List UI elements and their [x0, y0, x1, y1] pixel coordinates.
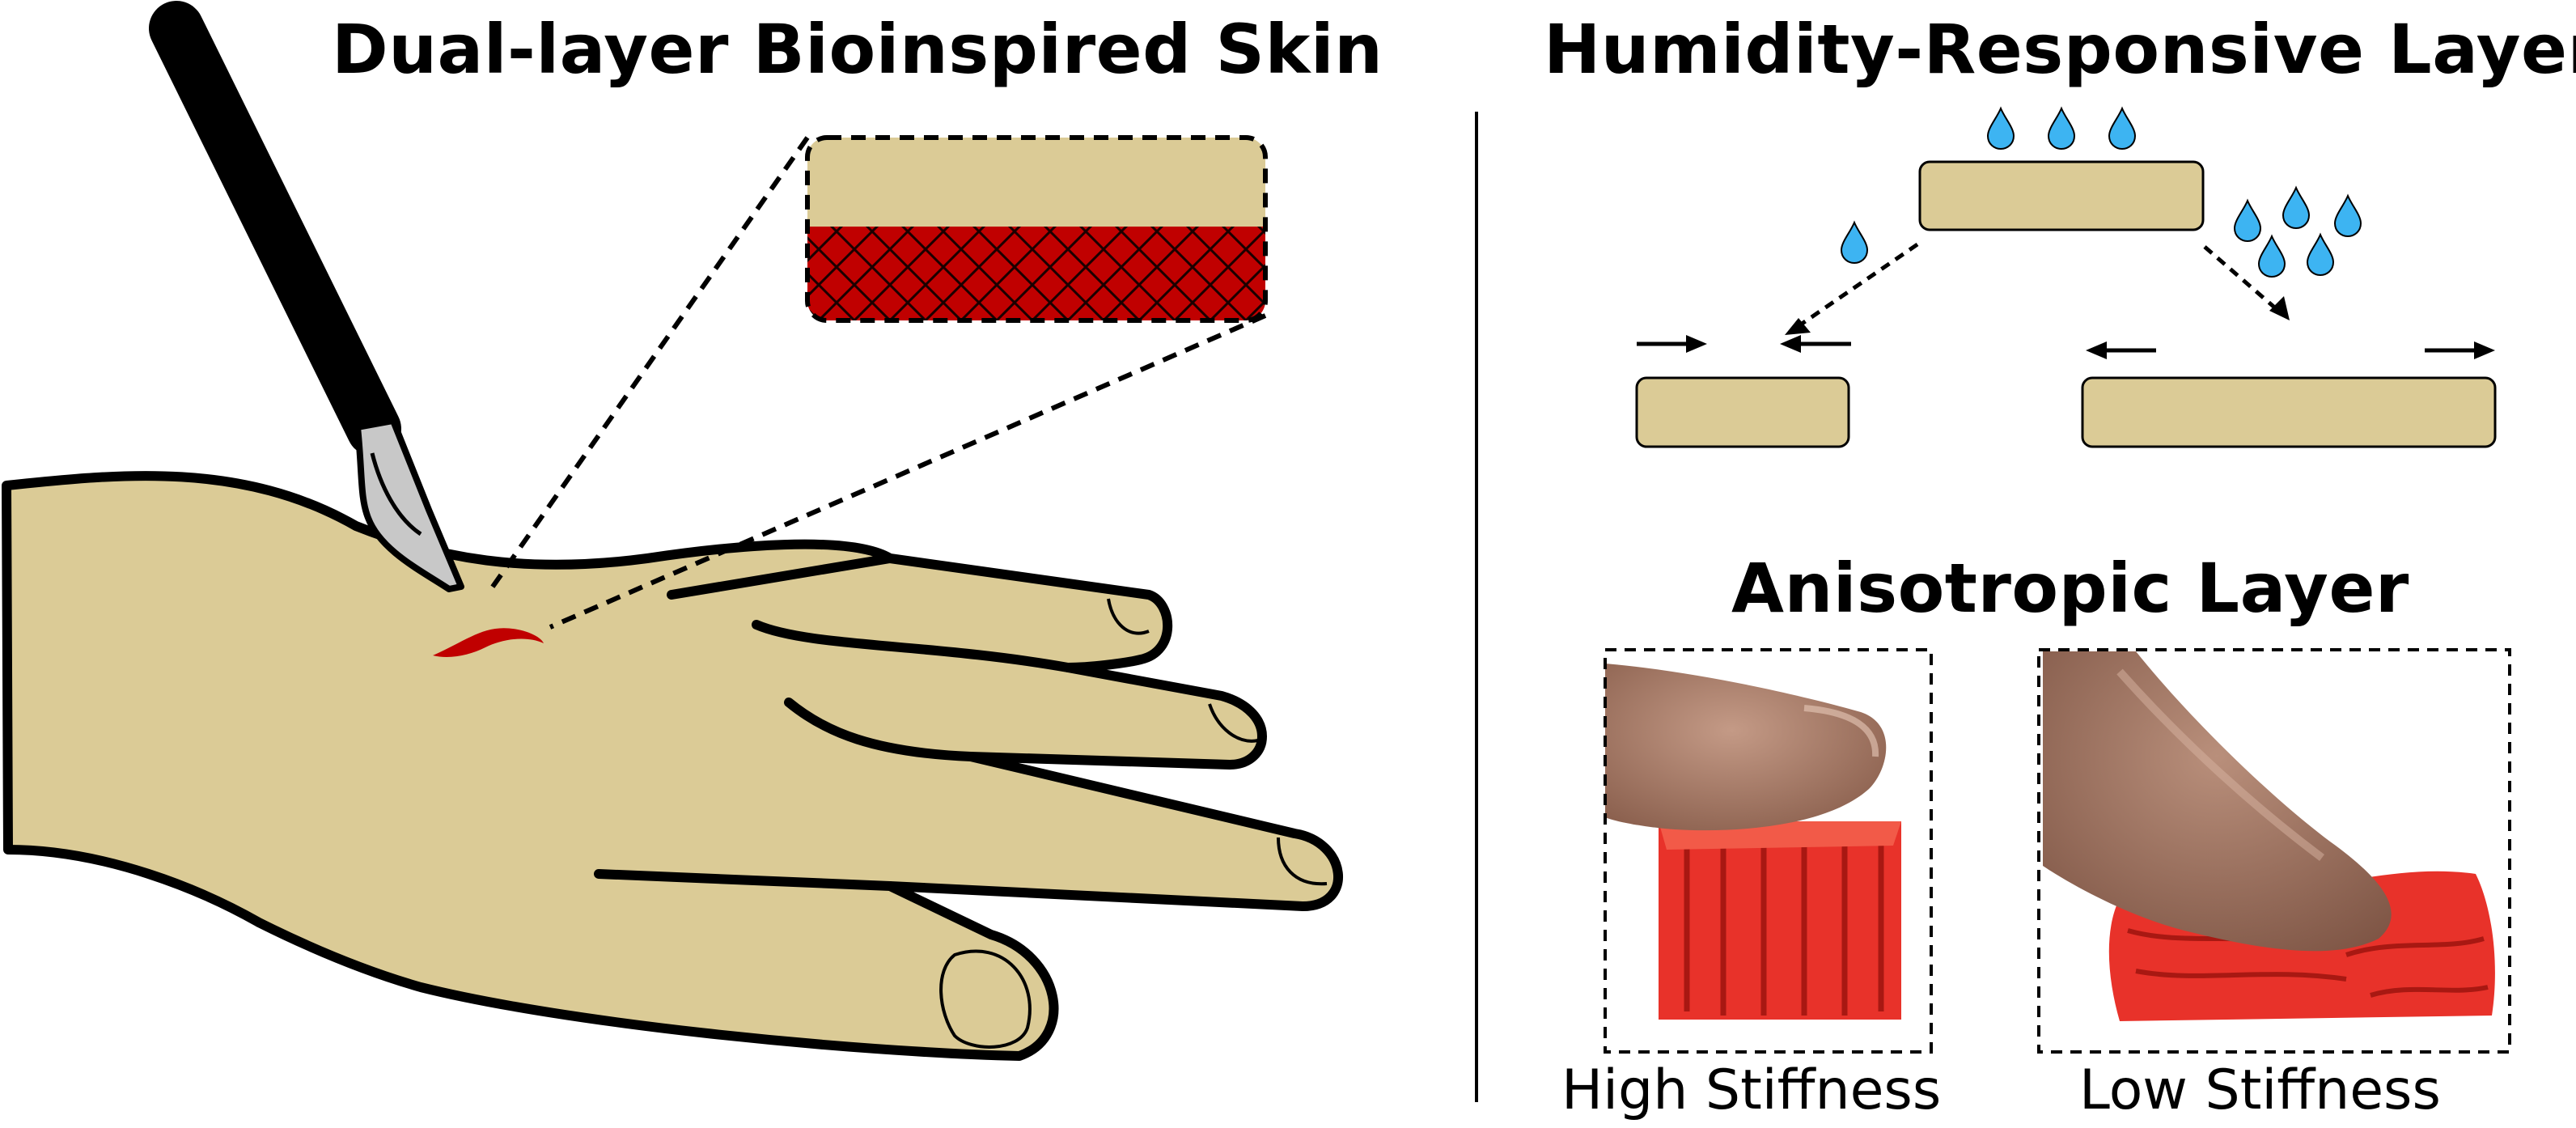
- strip-shrunk: [1635, 376, 1850, 448]
- wound: [433, 628, 544, 657]
- finger-crease-2: [752, 620, 1073, 672]
- printed-block-upright: [1659, 821, 1901, 1020]
- shrink-arrows-icon: [1637, 335, 1851, 353]
- dry-arrowhead: [1785, 318, 1811, 335]
- zoom-inset: [485, 135, 1268, 630]
- hand-illustration: [2, 471, 1344, 1061]
- title-anisotropic-layer: Anisotropic Layer: [1731, 549, 2409, 628]
- water-drop-icon: [1840, 220, 1869, 265]
- inset-top-layer: [807, 138, 1265, 227]
- inset-border: [805, 135, 1268, 323]
- photo-border: [1604, 648, 1933, 1054]
- water-drop-icon: [2333, 193, 2362, 238]
- finger-crease-1: [667, 553, 895, 600]
- water-drop-icon: [2306, 232, 2335, 277]
- scalpel-blade: [354, 418, 464, 592]
- dry-arrow: [1794, 242, 1919, 330]
- finger-photo-2: [2043, 651, 2392, 952]
- caption-high-stiffness: High Stiffness: [1561, 1058, 1942, 1122]
- water-drop-icon: [2257, 234, 2286, 278]
- water-drops-icon: [1840, 106, 2362, 278]
- photo-border: [2037, 648, 2511, 1054]
- title-dual-layer-skin: Dual-layer Bioinspired Skin: [332, 10, 1383, 89]
- fingernail-ring: [1277, 837, 1328, 886]
- water-drop-icon: [2233, 198, 2262, 243]
- water-drop-icon: [1986, 106, 2015, 151]
- wet-arrowhead: [2269, 296, 2290, 320]
- humidity-diagram: [1635, 106, 2497, 448]
- fingernail-index: [1107, 598, 1150, 635]
- zoom-line-top: [485, 136, 810, 596]
- inset-bottom-layer-crosshatch: [807, 227, 1265, 320]
- finger-photo-1: [1605, 664, 1887, 831]
- water-drop-icon: [2282, 185, 2311, 230]
- scalpel-icon: [149, 1, 464, 592]
- caption-low-stiffness: Low Stiffness: [2079, 1058, 2441, 1122]
- expand-arrows-icon: [2086, 341, 2495, 359]
- scalpel-handle: [149, 1, 401, 456]
- finger-crease-4: [594, 869, 895, 891]
- hand-body: [2, 471, 1344, 1061]
- photo-low-stiffness: [2037, 648, 2511, 1054]
- water-drop-icon: [2047, 106, 2076, 151]
- zoom-line-bottom: [549, 313, 1267, 630]
- strip-expanded: [2081, 376, 2497, 448]
- fingernail-thumb: [939, 949, 1032, 1049]
- photo-high-stiffness: [1604, 648, 1933, 1054]
- strip-initial: [1918, 160, 2205, 231]
- finger-crease-3: [784, 698, 976, 761]
- title-humidity-responsive-layer: Humidity-Responsive Layer: [1544, 10, 2576, 89]
- water-drop-icon: [2108, 106, 2137, 151]
- fingernail-middle: [1208, 703, 1259, 743]
